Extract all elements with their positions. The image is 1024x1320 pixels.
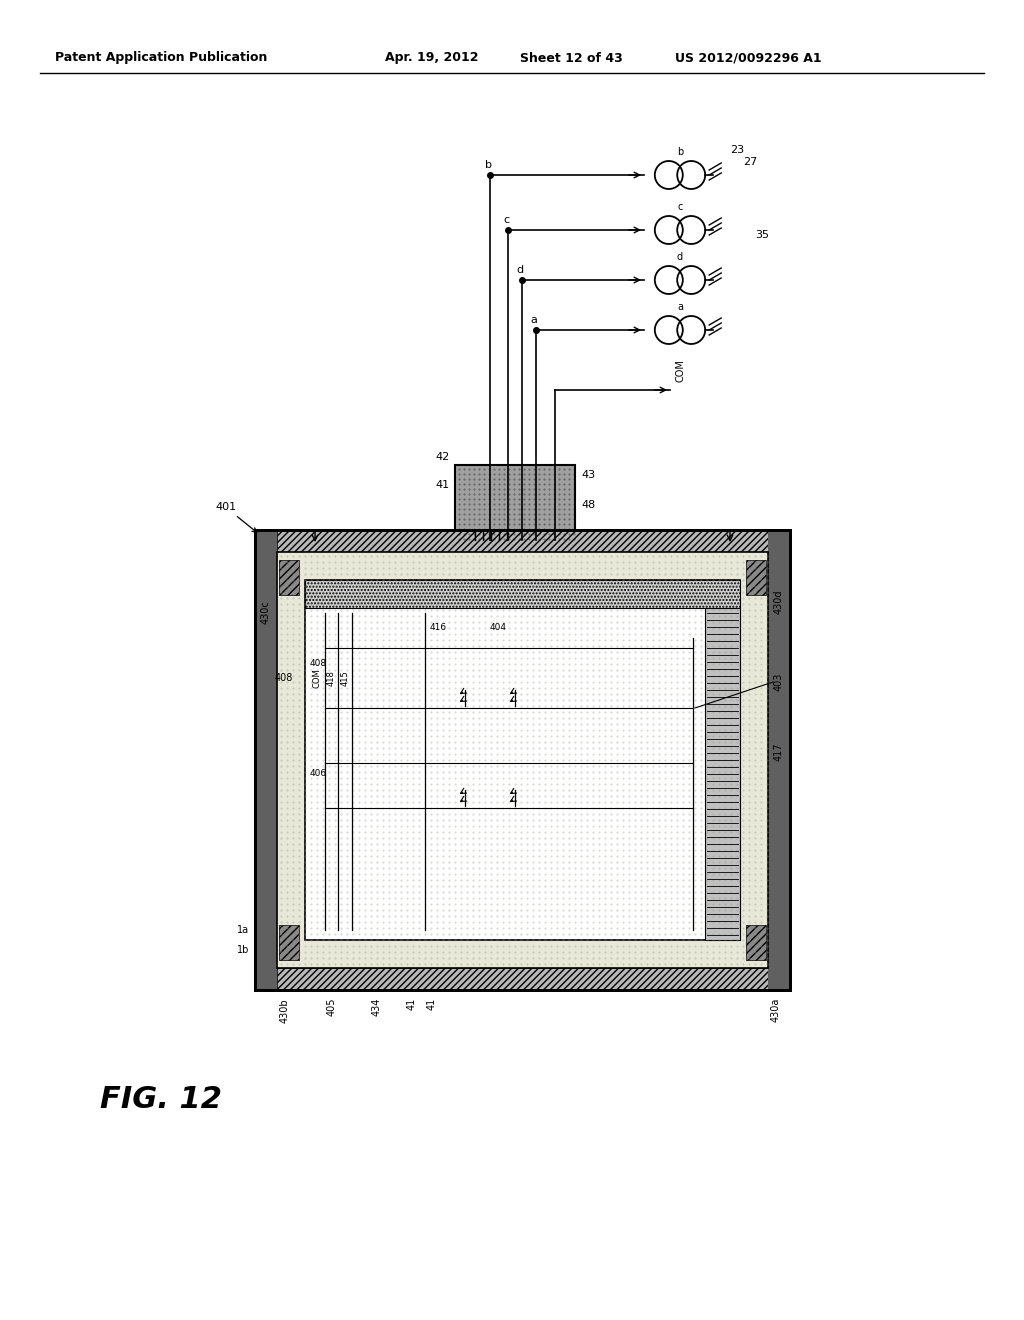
Bar bbox=[255, 968, 790, 990]
Text: d: d bbox=[516, 265, 523, 275]
Text: 41: 41 bbox=[407, 998, 417, 1010]
Bar bbox=[279, 560, 299, 595]
Bar bbox=[278, 531, 768, 552]
Text: 408: 408 bbox=[310, 659, 327, 668]
Bar bbox=[768, 968, 790, 990]
Text: Sheet 12 of 43: Sheet 12 of 43 bbox=[520, 51, 623, 65]
Bar bbox=[768, 531, 790, 990]
Bar bbox=[278, 968, 768, 990]
Text: c: c bbox=[503, 215, 509, 224]
Bar bbox=[746, 560, 766, 595]
Bar bbox=[305, 579, 740, 940]
Bar bbox=[705, 609, 740, 940]
Text: 430c: 430c bbox=[261, 601, 271, 624]
Text: a: a bbox=[677, 302, 683, 312]
Text: US 2012/0092296 A1: US 2012/0092296 A1 bbox=[675, 51, 821, 65]
Text: Patent Application Publication: Patent Application Publication bbox=[55, 51, 267, 65]
Text: 434: 434 bbox=[372, 998, 382, 1016]
Text: 401: 401 bbox=[215, 502, 257, 532]
Text: 35: 35 bbox=[756, 230, 769, 240]
Text: 430b: 430b bbox=[280, 998, 290, 1023]
Bar bbox=[255, 968, 278, 990]
Text: 1a: 1a bbox=[237, 925, 249, 935]
Bar bbox=[255, 531, 278, 552]
Text: 406: 406 bbox=[310, 768, 327, 777]
Text: 408: 408 bbox=[274, 673, 293, 682]
Text: Apr. 19, 2012: Apr. 19, 2012 bbox=[385, 51, 478, 65]
Bar bbox=[255, 531, 790, 552]
Text: d: d bbox=[677, 252, 683, 261]
Text: 416: 416 bbox=[430, 623, 447, 632]
Text: 418: 418 bbox=[327, 671, 336, 686]
Text: a: a bbox=[530, 315, 538, 325]
Bar bbox=[255, 531, 790, 990]
Bar bbox=[768, 531, 790, 552]
Text: 403: 403 bbox=[774, 673, 784, 692]
Text: 415: 415 bbox=[341, 671, 350, 686]
Bar bbox=[278, 552, 768, 968]
Text: 41: 41 bbox=[427, 998, 437, 1010]
Text: 430d: 430d bbox=[774, 590, 784, 614]
Text: 404: 404 bbox=[490, 623, 507, 632]
Text: b: b bbox=[484, 160, 492, 170]
Text: 1b: 1b bbox=[237, 945, 249, 954]
Text: FIG. 12: FIG. 12 bbox=[100, 1085, 222, 1114]
Text: 48: 48 bbox=[581, 500, 595, 510]
Text: c: c bbox=[677, 202, 683, 213]
Text: 430a: 430a bbox=[771, 998, 781, 1023]
Text: 41: 41 bbox=[436, 480, 450, 490]
Text: COM: COM bbox=[313, 668, 322, 688]
Text: 405: 405 bbox=[327, 998, 337, 1016]
Bar bbox=[255, 531, 790, 990]
Text: 42: 42 bbox=[436, 451, 450, 462]
Text: 417: 417 bbox=[774, 743, 784, 762]
Bar bbox=[746, 925, 766, 960]
Bar bbox=[455, 465, 575, 540]
Bar bbox=[279, 925, 299, 960]
Text: COM: COM bbox=[675, 359, 685, 381]
Text: 23: 23 bbox=[730, 145, 744, 154]
Text: 43: 43 bbox=[581, 470, 595, 480]
Bar bbox=[255, 531, 278, 990]
Text: 27: 27 bbox=[743, 157, 758, 168]
Text: b: b bbox=[677, 147, 683, 157]
Bar bbox=[255, 531, 790, 990]
Bar bbox=[305, 579, 740, 609]
